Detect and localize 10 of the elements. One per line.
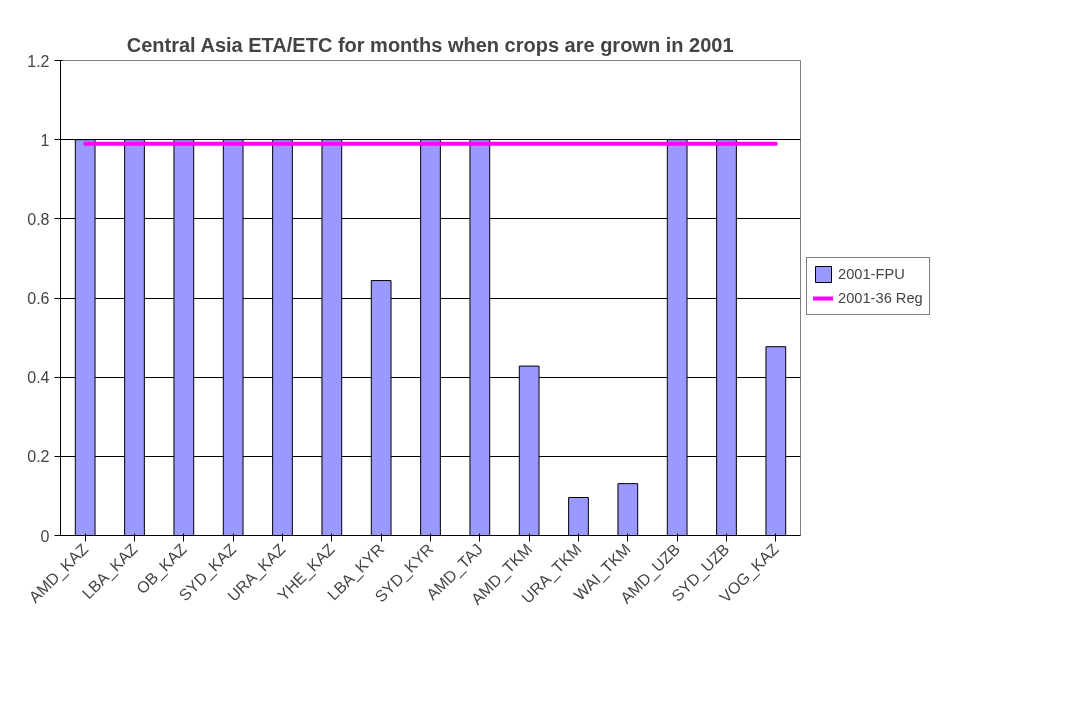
y-tick-label: 1: [40, 131, 50, 149]
y-tick-label: 1.2: [27, 52, 50, 70]
legend-label: 2001-FPU: [838, 266, 905, 282]
y-tick-label: 0.8: [27, 210, 50, 228]
chart-title: Central Asia ETA/ETC for months when crops are grown in 2001: [126, 33, 734, 56]
y-tick-label: 0.2: [27, 448, 50, 466]
y-tick-label: 0: [40, 527, 50, 545]
legend-label: 2001-36 Reg: [838, 290, 923, 306]
y-tick-label: 0.6: [27, 290, 50, 307]
y-tick-label: 0.4: [27, 369, 50, 387]
